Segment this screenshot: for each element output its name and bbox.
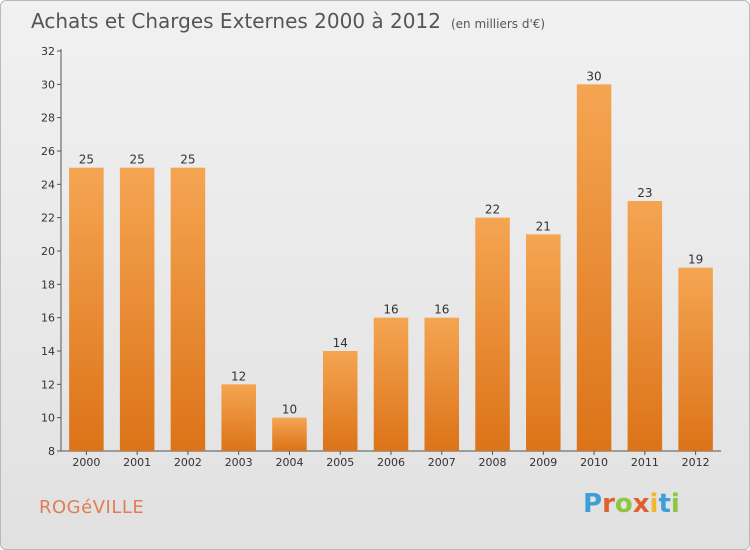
y-tick-label: 20 <box>41 245 55 258</box>
bar <box>170 167 206 451</box>
bar <box>424 317 460 451</box>
data-label: 16 <box>383 303 398 317</box>
x-tick-label: 2011 <box>631 456 659 469</box>
bar <box>576 84 612 451</box>
bar <box>322 351 358 451</box>
bar <box>678 267 713 451</box>
data-label: 12 <box>231 369 246 383</box>
bar <box>373 317 409 451</box>
x-tick-label: 2007 <box>428 456 456 469</box>
y-tick-label: 18 <box>41 278 55 291</box>
data-label: 30 <box>586 69 601 83</box>
x-tick-label: 2006 <box>377 456 405 469</box>
x-tick-label: 2001 <box>123 456 151 469</box>
y-tick-label: 30 <box>41 78 55 91</box>
y-tick-label: 8 <box>48 445 55 458</box>
x-tick-label: 2002 <box>174 456 202 469</box>
data-label: 25 <box>180 153 195 167</box>
y-tick-label: 10 <box>41 412 55 425</box>
x-tick-label: 2009 <box>529 456 557 469</box>
data-label: 22 <box>485 203 500 217</box>
x-tick-label: 2005 <box>326 456 354 469</box>
town-name: ROGéVILLE <box>39 497 145 518</box>
x-tick-label: 2012 <box>682 456 710 469</box>
logo-letter: i <box>670 489 680 519</box>
logo-letter: i <box>649 489 659 519</box>
logo-letter: r <box>602 489 615 519</box>
chart-unit: (en milliers d'€) <box>450 17 546 31</box>
y-tick-label: 16 <box>41 312 55 325</box>
logo-letter: t <box>658 489 671 519</box>
x-tick-label: 2008 <box>479 456 507 469</box>
bar <box>627 201 663 451</box>
logo-letter: x <box>632 489 650 519</box>
chart-title: Achats et Charges Externes 2000 à 2012 (e… <box>31 9 545 33</box>
logo-letter: P <box>583 489 603 519</box>
data-label: 19 <box>688 253 703 267</box>
x-tick-label: 2004 <box>275 456 303 469</box>
x-tick-label: 2003 <box>225 456 253 469</box>
y-tick-label: 28 <box>41 112 55 125</box>
data-label: 23 <box>637 186 652 200</box>
x-tick-label: 2000 <box>72 456 100 469</box>
y-tick-label: 32 <box>41 45 55 58</box>
bar <box>272 417 307 451</box>
bar <box>69 167 104 451</box>
y-tick-label: 14 <box>41 345 55 358</box>
chart-title-text: Achats et Charges Externes 2000 à 2012 <box>31 9 441 33</box>
y-tick-label: 24 <box>41 178 55 191</box>
data-label: 25 <box>130 153 145 167</box>
y-tick-label: 12 <box>41 378 55 391</box>
logo-letter: o <box>614 489 633 519</box>
data-label: 21 <box>536 219 551 233</box>
x-tick-label: 2010 <box>580 456 608 469</box>
y-tick-label: 22 <box>41 212 55 225</box>
data-label: 14 <box>333 336 348 350</box>
data-label: 16 <box>434 303 449 317</box>
bar <box>526 234 561 451</box>
proxiti-logo[interactable]: Proxiti <box>583 489 680 519</box>
bar <box>221 384 256 451</box>
data-label: 10 <box>282 403 297 417</box>
bar <box>119 167 155 451</box>
y-tick-label: 26 <box>41 145 55 158</box>
data-label: 25 <box>79 153 94 167</box>
bar <box>475 217 510 451</box>
